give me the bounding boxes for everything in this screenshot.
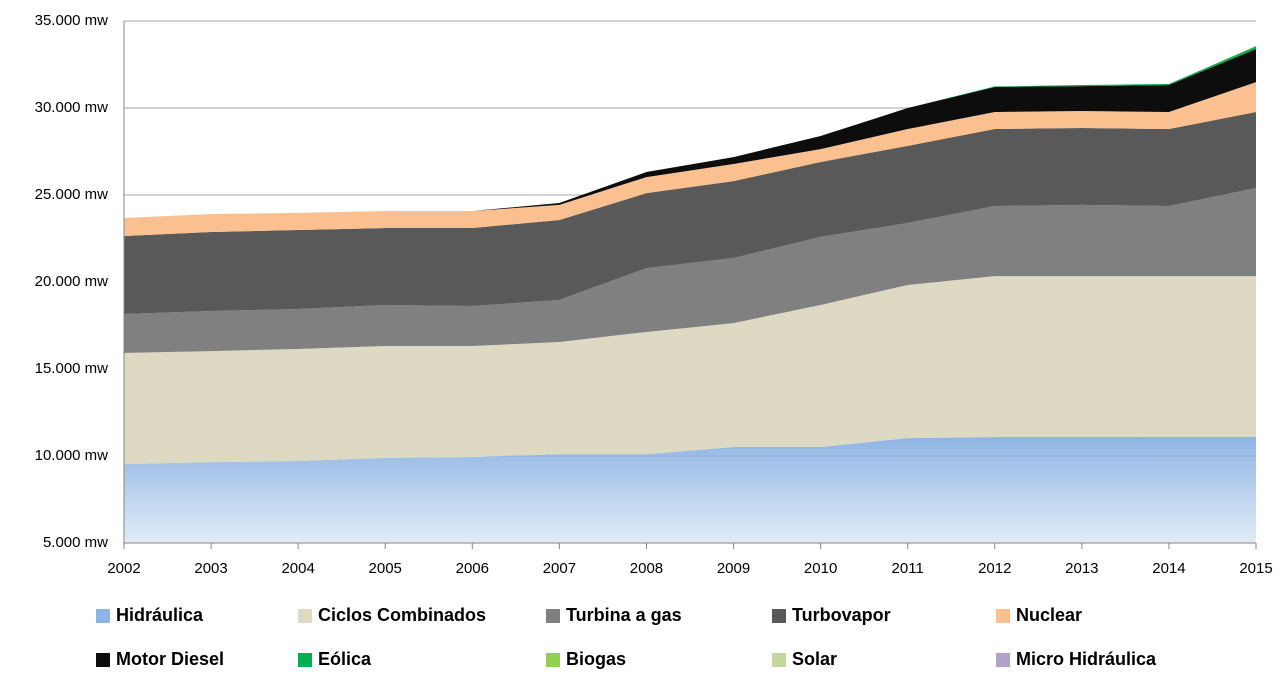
y-tick-label: 10.000 mw xyxy=(35,447,109,464)
area xyxy=(124,276,1256,465)
y-tick-label: 35.000 mw xyxy=(35,12,109,29)
legend-swatch xyxy=(546,609,560,623)
x-tick-label: 2002 xyxy=(107,560,140,577)
x-tick-label: 2003 xyxy=(194,560,227,577)
legend-swatch xyxy=(546,653,560,667)
x-tick-label: 2007 xyxy=(543,560,576,577)
legend-label: Nuclear xyxy=(1016,605,1082,625)
legend-label: Eólica xyxy=(318,649,372,669)
area xyxy=(124,82,1256,237)
area xyxy=(124,437,1256,543)
x-tick-label: 2005 xyxy=(369,560,402,577)
legend-label: Motor Diesel xyxy=(116,649,224,669)
legend-swatch xyxy=(996,653,1010,667)
legend-label: Biogas xyxy=(566,649,626,669)
legend-swatch xyxy=(96,653,110,667)
legend-label: Solar xyxy=(792,649,837,669)
area xyxy=(124,112,1256,315)
legend-swatch xyxy=(772,653,786,667)
legend-label: Ciclos Combinados xyxy=(318,605,486,625)
x-tick-label: 2014 xyxy=(1152,560,1185,577)
y-tick-label: 25.000 mw xyxy=(35,186,109,203)
x-tick-label: 2008 xyxy=(630,560,663,577)
x-tick-label: 2015 xyxy=(1239,560,1272,577)
legend-swatch xyxy=(298,609,312,623)
legend-swatch xyxy=(298,653,312,667)
x-tick-label: 2012 xyxy=(978,560,1011,577)
legend-swatch xyxy=(96,609,110,623)
legend-label: Turbina a gas xyxy=(566,605,682,625)
legend-label: Hidráulica xyxy=(116,605,204,625)
x-tick-label: 2010 xyxy=(804,560,837,577)
legend-label: Micro Hidráulica xyxy=(1016,649,1157,669)
x-tick-label: 2011 xyxy=(892,560,924,577)
area xyxy=(124,188,1256,353)
x-tick-label: 2004 xyxy=(281,560,314,577)
x-tick-label: 2013 xyxy=(1065,560,1098,577)
x-tick-label: 2009 xyxy=(717,560,750,577)
legend-label: Turbovapor xyxy=(792,605,891,625)
x-tick-label: 2006 xyxy=(456,560,489,577)
legend-swatch xyxy=(996,609,1010,623)
y-tick-label: 20.000 mw xyxy=(35,273,109,290)
y-tick-label: 5.000 mw xyxy=(43,534,108,551)
legend-swatch xyxy=(772,609,786,623)
y-tick-label: 15.000 mw xyxy=(35,360,109,377)
y-tick-label: 30.000 mw xyxy=(35,99,109,116)
